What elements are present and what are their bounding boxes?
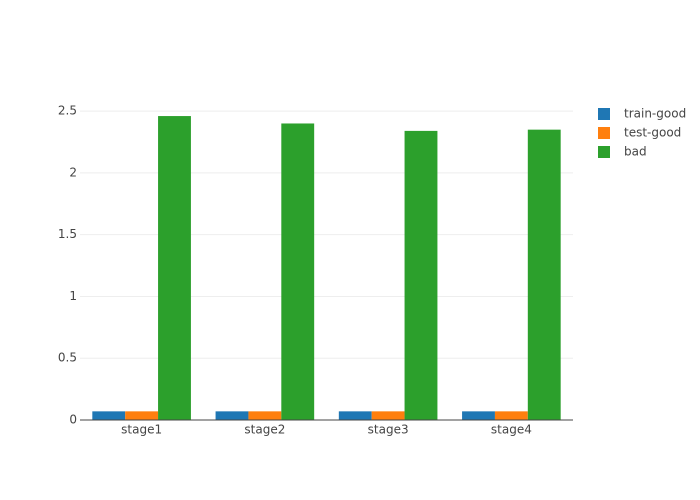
y-tick-label: 1 bbox=[69, 289, 77, 303]
y-tick-label: 1.5 bbox=[58, 227, 77, 241]
legend-swatch[interactable] bbox=[598, 127, 610, 139]
bar bbox=[462, 411, 495, 420]
bar bbox=[494, 411, 528, 420]
bar bbox=[158, 116, 191, 421]
bar bbox=[371, 411, 405, 420]
legend-label[interactable]: test-good bbox=[624, 126, 681, 140]
bar bbox=[527, 129, 561, 420]
y-tick-label: 0 bbox=[69, 413, 77, 427]
x-tick-label: stage4 bbox=[491, 423, 532, 437]
bar bbox=[215, 411, 249, 420]
bar bbox=[281, 123, 315, 420]
legend-label[interactable]: bad bbox=[624, 145, 647, 159]
y-tick-label: 0.5 bbox=[58, 351, 77, 365]
x-tick-label: stage2 bbox=[244, 423, 285, 437]
x-tick-label: stage3 bbox=[368, 423, 409, 437]
y-tick-label: 2.5 bbox=[58, 104, 77, 118]
legend-label[interactable]: train-good bbox=[624, 107, 686, 121]
y-tick-label: 2 bbox=[69, 165, 77, 179]
bar bbox=[92, 411, 126, 420]
bar bbox=[338, 411, 372, 420]
x-tick-label: stage1 bbox=[121, 423, 162, 437]
legend-swatch[interactable] bbox=[598, 108, 610, 120]
bar bbox=[248, 411, 282, 420]
legend-swatch[interactable] bbox=[598, 146, 610, 158]
bar bbox=[404, 130, 438, 420]
bar bbox=[125, 411, 159, 420]
